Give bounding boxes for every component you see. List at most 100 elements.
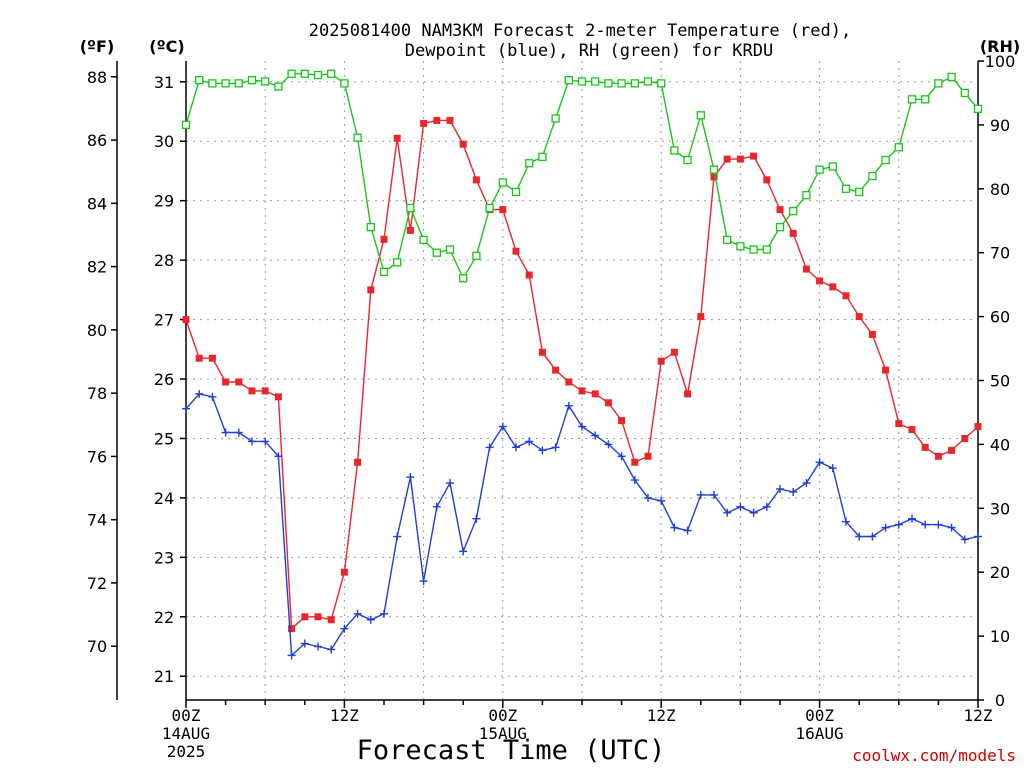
temperature-point-31	[591, 390, 599, 398]
dewpoint-point-6	[261, 437, 270, 446]
temperature-point-52	[868, 330, 876, 338]
rh-point-29	[564, 76, 573, 85]
celsius-tick-label-21: 21	[154, 667, 174, 686]
dewpoint-point-44	[762, 502, 771, 511]
temperature-point-8	[288, 625, 296, 633]
dewpoint-point-2	[208, 392, 217, 401]
dewpoint-point-21	[459, 547, 468, 556]
celsius-tick-label-22: 22	[154, 608, 174, 627]
rh-point-14	[366, 222, 375, 232]
rh-point-37	[670, 146, 679, 155]
x-tick-label-0-2: 2025	[167, 742, 206, 761]
rh-point-39	[696, 111, 705, 120]
dewpoint-point-30	[578, 422, 586, 431]
temperature-point-12	[340, 568, 348, 576]
temperature-point-47	[802, 265, 810, 273]
dewpoint-point-17	[406, 473, 415, 482]
temperature-point-34	[631, 458, 639, 466]
dewpoint-point-34	[630, 476, 639, 485]
x-axis-label: Forecast Time (UTC)	[357, 735, 666, 766]
temperature-point-42	[736, 155, 744, 163]
fahrenheit-tick-label-72: 72	[87, 574, 107, 593]
temperature-point-49	[829, 283, 837, 291]
temperature-point-18	[420, 119, 428, 127]
rh-point-0	[181, 120, 191, 130]
dewpoint-point-31	[591, 431, 600, 440]
temperature-point-9	[301, 613, 309, 621]
rh-point-7	[274, 82, 283, 91]
dewpoint-point-15	[380, 609, 388, 618]
rh-point-9	[300, 69, 309, 78]
dewpoint-point-1	[195, 389, 204, 398]
dewpoint-point-56	[921, 520, 930, 529]
dewpoint-point-42	[736, 502, 745, 511]
x-tick-label-24-1: 15AUG	[479, 724, 527, 743]
fahrenheit-tick-label-78: 78	[87, 384, 107, 403]
temperature-point-16	[393, 134, 401, 142]
rh-point-56	[921, 95, 930, 104]
celsius-tick-label-25: 25	[154, 429, 174, 448]
x-tick-label-48-1: 16AUG	[796, 724, 844, 743]
rh-point-45	[775, 222, 785, 232]
rh-point-50	[841, 184, 851, 193]
temperature-point-50	[842, 292, 850, 300]
dewpoint-point-26	[525, 437, 534, 446]
temperature-point-60	[974, 423, 982, 431]
dewpoint-point-47	[802, 479, 811, 488]
temperature-point-33	[618, 417, 626, 425]
rh-point-2	[208, 79, 217, 88]
rh-tick-label-70: 70	[990, 244, 1010, 263]
temperature-point-58	[948, 446, 956, 454]
rh-point-43	[749, 245, 758, 254]
rh-tick-label-10: 10	[990, 627, 1010, 646]
dewpoint-point-29	[564, 401, 573, 410]
rh-point-42	[736, 242, 745, 251]
rh-point-44	[762, 245, 771, 254]
fahrenheit-tick-label-70: 70	[87, 637, 107, 656]
dewpoint-point-27	[538, 446, 547, 455]
rh-point-34	[630, 79, 639, 88]
temperature-point-21	[459, 140, 467, 148]
rh-tick-label-60: 60	[990, 308, 1010, 327]
rh-point-47	[802, 191, 811, 200]
temperature-point-5	[248, 387, 256, 395]
dewpoint-point-51	[855, 532, 864, 541]
temperature-point-3	[222, 378, 230, 386]
temperature-point-35	[644, 452, 652, 460]
dewpoint-point-41	[723, 508, 732, 517]
rh-point-52	[868, 171, 877, 181]
dewpoint-series	[182, 389, 982, 660]
temperature-point-30	[578, 387, 586, 395]
rh-point-33	[617, 79, 626, 88]
rh-point-36	[657, 79, 666, 88]
rh-point-41	[723, 235, 732, 245]
temperature-point-15	[380, 235, 388, 243]
rh-point-6	[261, 77, 270, 86]
temperature-point-7	[274, 393, 282, 401]
rh-axis-label: (RH)	[980, 37, 1020, 56]
dewpoint-point-24	[498, 422, 507, 431]
temperature-point-54	[895, 420, 903, 428]
rh-tick-label-90: 90	[990, 116, 1010, 135]
dewpoint-point-8	[287, 651, 296, 660]
dewpoint-point-49	[828, 464, 837, 473]
dewpoint-point-10	[314, 642, 322, 651]
dewpoint-point-25	[512, 443, 520, 452]
data-series	[181, 69, 983, 660]
temperature-point-59	[961, 434, 969, 442]
celsius-tick-label-28: 28	[154, 251, 174, 270]
rh-point-15	[379, 267, 389, 277]
dewpoint-point-60	[974, 532, 982, 541]
fahrenheit-tick-label-80: 80	[87, 321, 107, 340]
credit-text: coolwx.com/models	[852, 746, 1016, 765]
rh-point-16	[393, 258, 402, 267]
fahrenheit-tick-label-82: 82	[87, 258, 107, 277]
fahrenheit-tick-label-74: 74	[87, 511, 107, 530]
dewpoint-point-55	[908, 514, 916, 523]
dewpoint-point-12	[340, 624, 349, 633]
rh-point-54	[894, 143, 903, 152]
temperature-point-48	[816, 277, 824, 285]
rh-point-8	[287, 69, 296, 78]
dewpoint-point-38	[683, 526, 692, 535]
temperature-point-17	[406, 226, 414, 234]
